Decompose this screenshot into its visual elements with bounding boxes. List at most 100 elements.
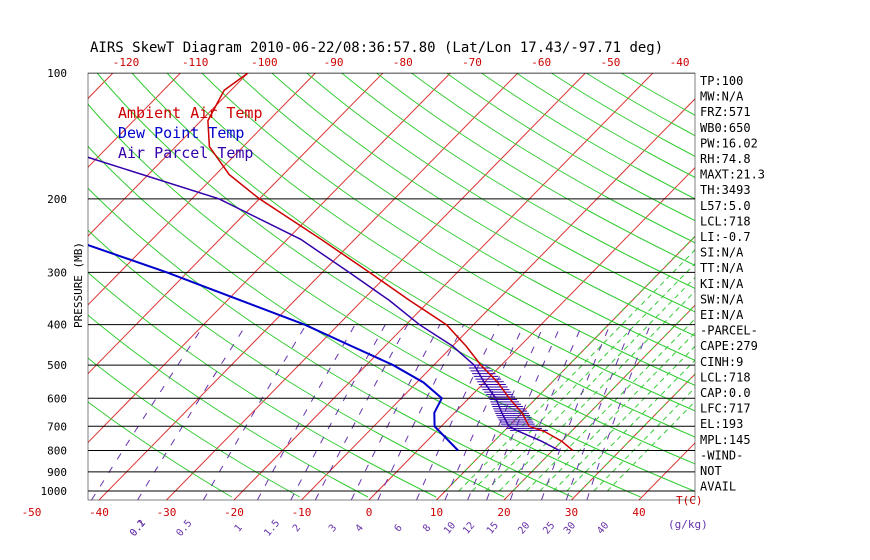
mixing-ratio-line bbox=[467, 324, 545, 500]
isotherm-line bbox=[88, 73, 316, 306]
index-value: LCL:718 bbox=[700, 214, 751, 228]
dry-adiabat-line bbox=[166, 73, 695, 412]
legend-entry: Ambient Air Temp bbox=[118, 104, 263, 122]
mixing-ratio-line bbox=[257, 324, 356, 500]
moist-adiabat-line bbox=[606, 400, 695, 492]
isotherm-line bbox=[88, 73, 249, 237]
pressure-tick-label: 1000 bbox=[41, 485, 68, 498]
mixing-ratio-label: 1 bbox=[233, 523, 245, 535]
top-temp-tick-label: -120 bbox=[113, 56, 140, 69]
dewpoint-profile bbox=[88, 244, 459, 452]
index-value: FRZ:571 bbox=[700, 105, 751, 119]
ambient-temp-profile bbox=[207, 73, 574, 452]
isotherm-line bbox=[88, 73, 181, 168]
dry-adiabat-line bbox=[446, 73, 695, 222]
top-temp-tick-label: -100 bbox=[251, 56, 278, 69]
legend: Ambient Air Temp Dew Point Temp Air Parcel… bbox=[118, 104, 263, 162]
mixing-ratio-line bbox=[377, 324, 465, 500]
parcel-temp-profile bbox=[88, 156, 560, 452]
top-temp-tick-label: -80 bbox=[393, 56, 413, 69]
dry-adiabat-line bbox=[236, 73, 695, 361]
index-value: LFC:717 bbox=[700, 402, 751, 416]
dry-adiabat-line bbox=[306, 73, 695, 313]
mixing-ratio-label: 6 bbox=[393, 523, 405, 535]
mixing-ratio-line bbox=[203, 324, 307, 500]
dry-adiabat-line bbox=[516, 73, 695, 178]
index-value: EI:N/A bbox=[700, 308, 744, 322]
pressure-tick-label: 800 bbox=[47, 444, 67, 457]
index-value: KI:N/A bbox=[700, 277, 744, 291]
isotherm-line bbox=[368, 166, 695, 500]
index-value: SI:N/A bbox=[700, 246, 744, 260]
index-value: AVAIL bbox=[700, 480, 736, 494]
index-value: MPL:145 bbox=[700, 433, 751, 447]
dry-adiabat-line bbox=[551, 73, 695, 157]
dry-adiabat-line bbox=[201, 73, 695, 386]
dry-adiabat-line bbox=[271, 73, 695, 337]
mixing-ratio-line bbox=[565, 324, 633, 500]
bottom-temp-tick-label: -30 bbox=[157, 506, 177, 519]
bottom-temp-tick-label: 20 bbox=[497, 506, 510, 519]
bottom-temp-tick-label: 10 bbox=[430, 506, 443, 519]
pressure-tick-label: 600 bbox=[47, 392, 67, 405]
index-value: TT:N/A bbox=[700, 261, 744, 275]
mixing-ratio-line bbox=[290, 324, 386, 500]
index-value: CINH:9 bbox=[700, 355, 743, 369]
top-temp-tick-label: -90 bbox=[324, 56, 344, 69]
top-temp-tick-label: -60 bbox=[531, 56, 551, 69]
top-temp-tick-label: -40 bbox=[670, 56, 690, 69]
isotherm-line bbox=[301, 98, 695, 500]
isotherm-line bbox=[88, 73, 451, 444]
isotherm-line bbox=[98, 73, 519, 500]
bottom-temp-tick-label: -10 bbox=[292, 506, 312, 519]
mixing-ratio-line bbox=[586, 324, 651, 500]
index-value: SW:N/A bbox=[700, 292, 744, 306]
pressure-tick-label: 500 bbox=[47, 359, 67, 372]
index-value: -PARCEL- bbox=[700, 324, 758, 338]
mixing-ratio-line bbox=[509, 324, 583, 500]
bottom-temp-tick-label: -40 bbox=[89, 506, 109, 519]
index-value: -WIND- bbox=[700, 448, 743, 462]
bottom-temp-tick-label: 0 bbox=[366, 506, 373, 519]
mixing-ratio-label: 3 bbox=[327, 523, 339, 535]
bottom-temp-tick-label: 30 bbox=[565, 506, 578, 519]
isotherm-line bbox=[503, 304, 695, 500]
index-value: TP:100 bbox=[700, 74, 743, 88]
index-value: LCL:718 bbox=[700, 370, 751, 384]
dry-adiabat-line bbox=[411, 73, 695, 244]
mixing-ratio-line bbox=[541, 324, 611, 500]
chart-title: AIRS SkewT Diagram 2010-06-22/08:36:57.8… bbox=[90, 40, 663, 56]
top-temp-tick-label: -50 bbox=[600, 56, 620, 69]
y-axis-label: PRESSURE (MB) bbox=[72, 242, 85, 328]
isotherm-line bbox=[88, 73, 384, 375]
mixing-ratio-line bbox=[486, 324, 562, 500]
index-value: WB0:650 bbox=[700, 121, 751, 135]
dry-adiabat-line bbox=[376, 73, 695, 266]
index-value: MW:N/A bbox=[700, 90, 744, 104]
mixing-ratio-line bbox=[444, 324, 525, 500]
dry-adiabat-line bbox=[481, 73, 695, 200]
mixing-ratio-line bbox=[350, 324, 441, 500]
mixing-ratio-label: 4 bbox=[354, 523, 366, 535]
bottom-temp-tick-label: -20 bbox=[224, 506, 244, 519]
isotherm-line bbox=[571, 373, 695, 500]
index-value: CAP:0.0 bbox=[700, 386, 751, 400]
pressure-tick-label: 300 bbox=[47, 266, 67, 279]
plot-area bbox=[88, 73, 695, 500]
legend-entry: Air Parcel Temp bbox=[118, 144, 253, 162]
mixing-ratio-unit: (g/kg) bbox=[668, 518, 708, 531]
pressure-tick-label: 400 bbox=[47, 319, 67, 332]
isotherm-line bbox=[233, 73, 654, 500]
mixing-ratio-label: 2 bbox=[291, 523, 303, 535]
index-value: TH:3493 bbox=[700, 183, 751, 197]
mixing-ratio-line bbox=[314, 324, 408, 500]
top-temp-tick-label: -70 bbox=[462, 56, 482, 69]
index-value: MAXT:21.3 bbox=[700, 168, 765, 182]
pressure-tick-label: 700 bbox=[47, 420, 67, 433]
plot-frame bbox=[87, 72, 696, 501]
bottom-temp-tick-label: -50 bbox=[22, 506, 42, 519]
bottom-temp-tick-label: 40 bbox=[632, 506, 645, 519]
pressure-tick-label: 200 bbox=[47, 193, 67, 206]
